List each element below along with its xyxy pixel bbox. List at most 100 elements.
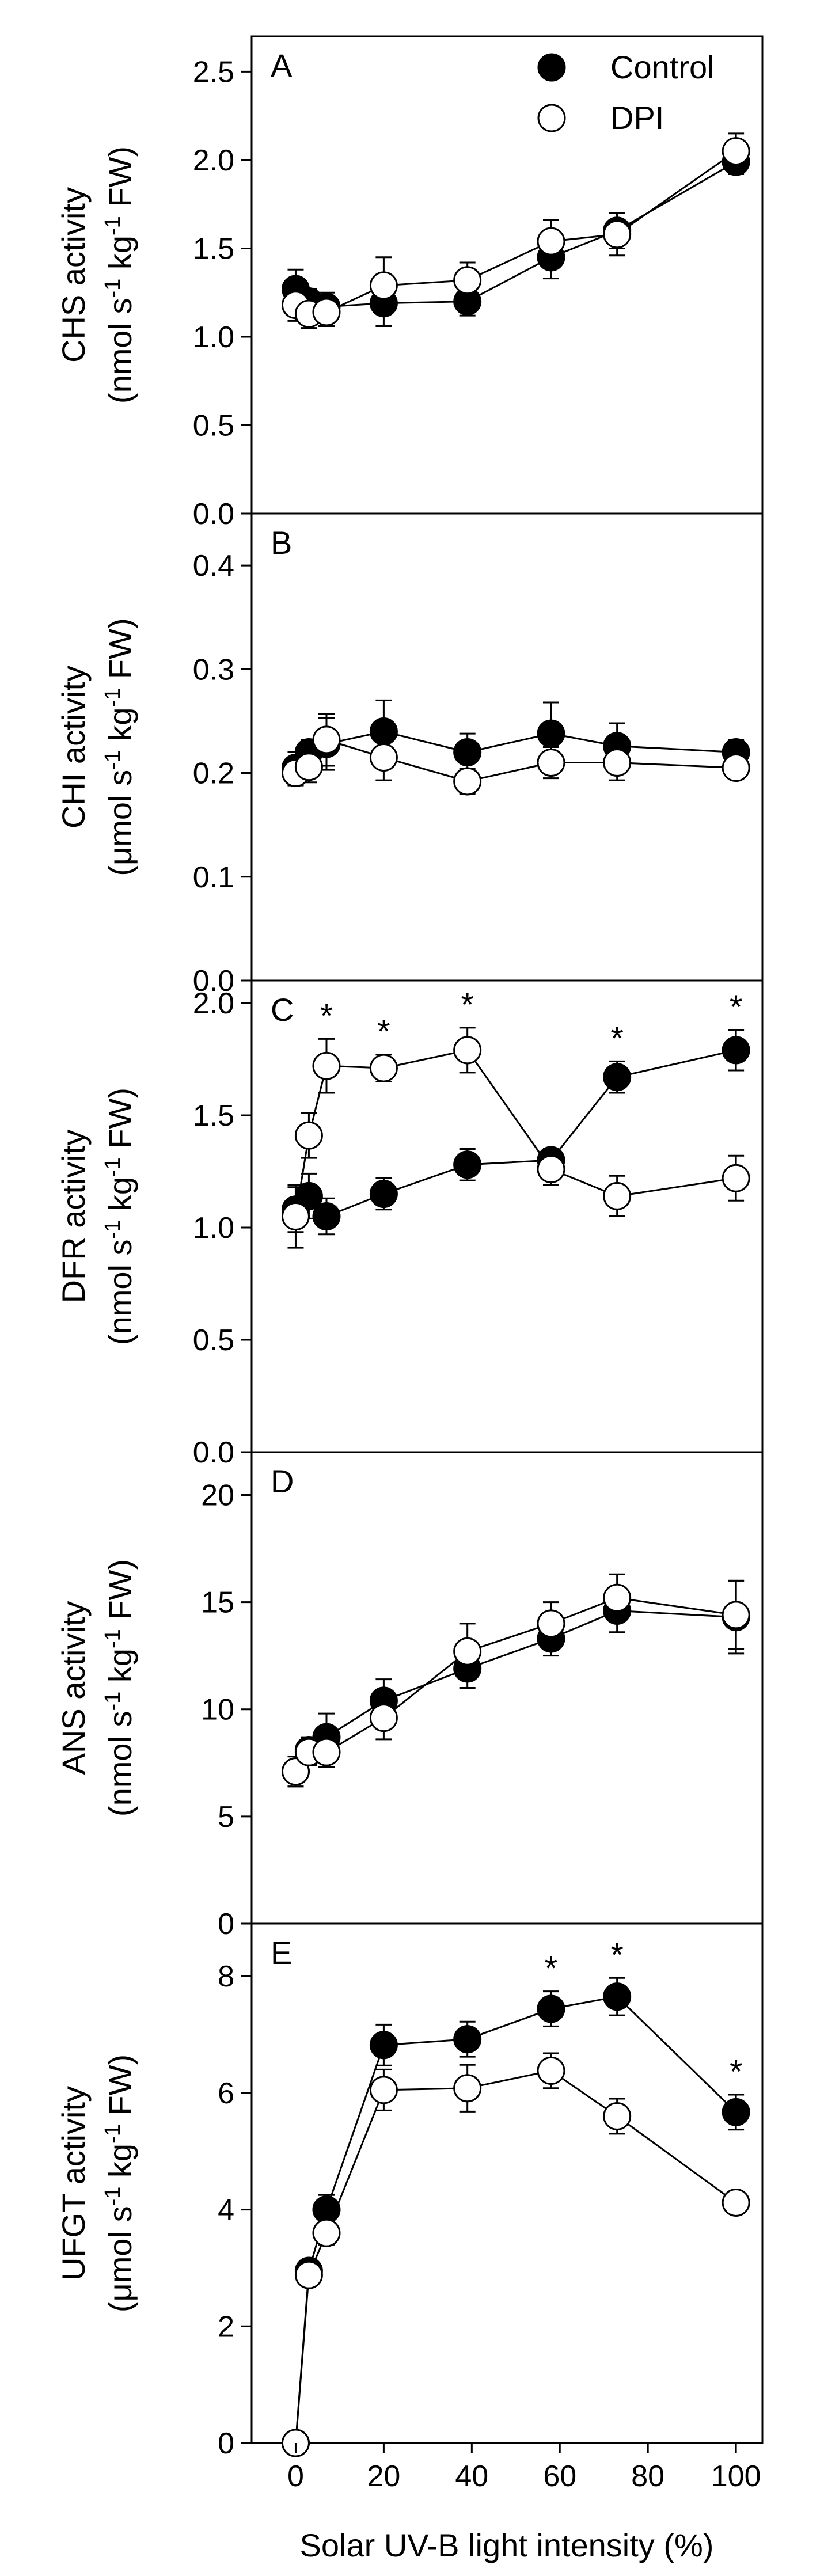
y-tick-label: 0.2 <box>193 757 234 791</box>
y-tick-label: 0.0 <box>193 1436 234 1469</box>
unit-superscript: -1 <box>101 279 125 298</box>
y-tick-label: 2.0 <box>193 144 234 177</box>
data-point-dpi <box>453 2074 482 2103</box>
y-axis-label: CHS activity <box>55 187 92 363</box>
unit-superscript: -1 <box>101 1629 125 1648</box>
data-point-dpi <box>312 2218 341 2247</box>
data-point-dpi <box>603 2102 632 2130</box>
panel-frame <box>250 1922 764 2444</box>
data-point-dpi <box>369 743 398 772</box>
unit-superscript: -1 <box>101 2124 125 2144</box>
unit-text: FW) <box>102 1088 138 1157</box>
data-point-dpi <box>453 767 482 796</box>
unit-superscript: -1 <box>101 688 125 708</box>
data-point-dpi <box>537 749 565 777</box>
y-tick-label: 0 <box>218 1908 234 1941</box>
data-point-control <box>369 2031 398 2060</box>
series-line-dpi <box>295 739 736 782</box>
y-axis-unit-label: (μmol s-1 kg-1 FW) <box>101 2054 138 2312</box>
data-point-dpi <box>603 220 632 249</box>
y-tick-label: 2 <box>218 2310 234 2343</box>
y-axis-unit-label: (μmol s-1 kg-1 FW) <box>101 618 138 876</box>
y-axis-unit-label: (nmol s-1 kg-1 FW) <box>101 1088 138 1345</box>
data-point-dpi <box>369 1704 398 1732</box>
data-point-dpi <box>603 1583 632 1612</box>
unit-text: FW) <box>102 2054 138 2124</box>
data-point-control <box>722 1036 750 1065</box>
y-tick-label: 10 <box>201 1693 234 1727</box>
unit-text: (nmol s <box>102 1239 138 1345</box>
data-point-control <box>369 717 398 746</box>
legend-marker-dpi <box>537 104 566 132</box>
x-tick-label: 60 <box>543 2460 576 2493</box>
unit-superscript: -1 <box>101 1157 125 1177</box>
data-point-dpi <box>369 2076 398 2104</box>
y-tick-label: 4 <box>218 2194 234 2227</box>
y-tick-label: 1.0 <box>193 321 234 354</box>
data-point-control <box>369 1180 398 1208</box>
y-axis-unit-label: (nmol s-1 kg-1 FW) <box>101 1559 138 1817</box>
data-point-control <box>312 1202 341 1230</box>
y-tick-label: 1.5 <box>193 1099 234 1133</box>
data-point-dpi <box>281 1202 310 1230</box>
y-axis-label: UFGT activity <box>55 2086 92 2281</box>
series-line-dpi <box>294 2069 737 2444</box>
y-tick-label: 0.5 <box>193 409 234 442</box>
unit-text: kg <box>102 1648 138 1692</box>
data-point-dpi <box>722 1601 750 1629</box>
unit-text: FW) <box>102 618 138 687</box>
series-line-control <box>295 1049 736 1218</box>
data-point-dpi <box>294 753 323 781</box>
data-point-dpi <box>453 1036 482 1065</box>
y-tick-label: 2.5 <box>193 55 234 89</box>
unit-text: kg <box>102 235 138 279</box>
significance-star: * <box>320 997 333 1035</box>
y-tick-label: 5 <box>218 1800 234 1834</box>
significance-star: * <box>610 1936 624 1974</box>
panel-letter: E <box>271 1935 292 1971</box>
series-line-dpi <box>294 1049 736 1217</box>
unit-text: kg <box>102 1177 138 1220</box>
x-tick-label: 40 <box>455 2460 488 2493</box>
data-point-control <box>603 1982 632 2011</box>
y-tick-label: 0.0 <box>193 964 234 998</box>
data-point-control <box>453 2025 482 2054</box>
data-point-dpi <box>537 2056 565 2085</box>
unit-text: (μmol s <box>102 2206 138 2312</box>
x-tick-label: 100 <box>711 2460 761 2493</box>
unit-text: (nmol s <box>102 298 138 404</box>
y-tick-label: 0.4 <box>193 549 234 583</box>
data-point-dpi <box>537 227 565 256</box>
unit-superscript: -1 <box>101 1692 125 1711</box>
data-point-dpi <box>369 1054 398 1082</box>
panel-frame <box>250 1451 764 1925</box>
unit-superscript: -1 <box>101 216 125 235</box>
unit-text: kg <box>102 2144 138 2187</box>
legend-label-dpi: DPI <box>610 100 664 136</box>
legend-marker-control <box>537 53 566 82</box>
data-point-dpi <box>722 1164 750 1192</box>
data-point-dpi <box>281 1757 310 1786</box>
unit-superscript: -1 <box>101 1220 125 1240</box>
data-point-dpi <box>312 725 341 754</box>
significance-star: * <box>610 1020 624 1057</box>
data-point-dpi <box>722 754 750 782</box>
series-line-control <box>295 730 736 769</box>
data-point-dpi <box>537 1609 565 1638</box>
series-line-control <box>295 161 736 308</box>
y-axis-label: ANS activity <box>55 1601 92 1775</box>
data-point-control <box>722 2098 750 2126</box>
y-axis-label: CHI activity <box>55 666 92 829</box>
significance-star: * <box>545 1950 558 1988</box>
series-line-control <box>294 1996 737 2444</box>
data-point-dpi <box>722 2188 750 2217</box>
panel-letter: C <box>271 991 294 1028</box>
y-tick-label: 2.0 <box>193 987 234 1020</box>
significance-star: * <box>730 2053 743 2091</box>
y-axis-label: DFR activity <box>55 1130 92 1304</box>
data-point-control <box>294 1181 323 1210</box>
y-tick-label: 1.0 <box>193 1211 234 1245</box>
